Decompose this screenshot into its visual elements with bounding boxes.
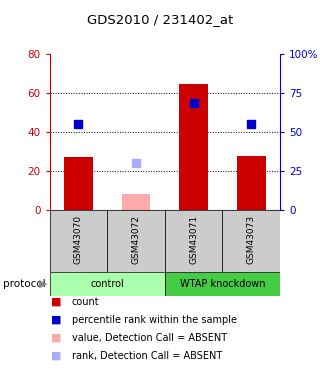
Bar	[165, 272, 280, 296]
Text: protocol: protocol	[3, 279, 46, 289]
Bar	[50, 272, 165, 296]
Bar	[64, 158, 93, 210]
Text: ■: ■	[51, 315, 62, 325]
Text: ■: ■	[51, 351, 62, 361]
Text: ▶: ▶	[39, 279, 47, 289]
Bar	[107, 210, 165, 272]
Text: GSM43070: GSM43070	[74, 215, 83, 264]
Text: GSM43071: GSM43071	[189, 215, 198, 264]
Text: value, Detection Call = ABSENT: value, Detection Call = ABSENT	[72, 333, 227, 343]
Text: rank, Detection Call = ABSENT: rank, Detection Call = ABSENT	[72, 351, 222, 361]
Text: WTAP knockdown: WTAP knockdown	[180, 279, 265, 289]
Text: control: control	[90, 279, 124, 289]
Bar	[50, 210, 107, 272]
Text: GSM43072: GSM43072	[132, 215, 140, 264]
Text: GDS2010 / 231402_at: GDS2010 / 231402_at	[87, 13, 233, 26]
Bar	[179, 84, 208, 210]
Text: GSM43073: GSM43073	[247, 215, 256, 264]
Text: ■: ■	[51, 297, 62, 307]
Text: percentile rank within the sample: percentile rank within the sample	[72, 315, 237, 325]
Bar	[165, 210, 222, 272]
Bar	[237, 156, 266, 210]
Bar	[122, 194, 150, 210]
Text: ■: ■	[51, 333, 62, 343]
Bar	[222, 210, 280, 272]
Text: count: count	[72, 297, 100, 307]
